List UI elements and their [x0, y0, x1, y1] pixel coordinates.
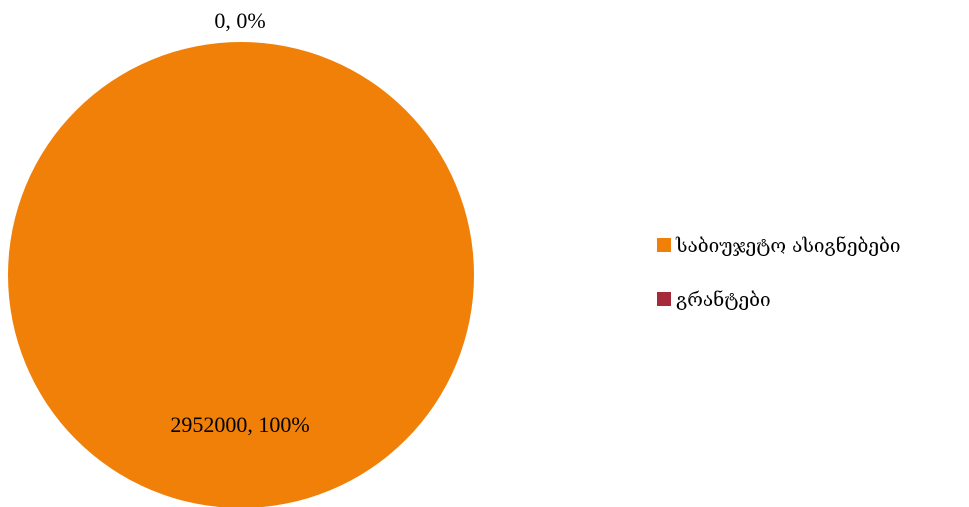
pie-slices — [8, 42, 474, 507]
legend-item-budget-allocations: საბიუჯეტო ასიგნებები — [657, 235, 901, 257]
legend-label-budget-allocations: საბიუჯეტო ასიგნებები — [675, 235, 901, 257]
legend-label-grants: გრანტები — [676, 289, 771, 311]
data-label-budget-allocations: 2952000, 100% — [170, 412, 309, 437]
legend-swatch-grants — [657, 292, 671, 306]
pie-slice-budget-allocations — [8, 42, 474, 507]
legend-swatch-budget-allocations — [657, 238, 671, 252]
data-labels: 0, 0% 2952000, 100% — [170, 8, 309, 437]
legend: საბიუჯეტო ასიგნებები გრანტები — [657, 235, 901, 311]
legend-item-grants: გრანტები — [657, 289, 771, 311]
data-label-grants: 0, 0% — [214, 8, 265, 33]
